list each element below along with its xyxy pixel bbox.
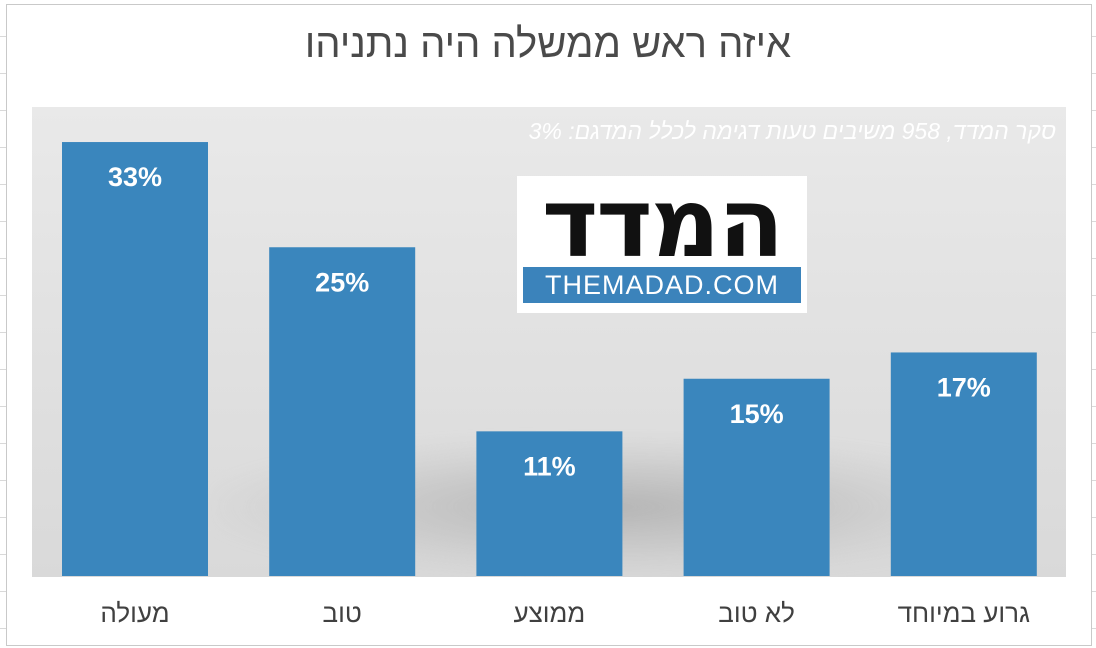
bar-value-label: 11% [523,451,576,481]
themadad-logo: המדד THEMADAD.COM [517,168,807,313]
category-label: גרוע במיוחד [898,598,1030,628]
logo-url: THEMADAD.COM [523,267,801,303]
bar-value-label: 17% [937,372,991,402]
bar-value-label: 33% [108,162,162,192]
category-label: ממוצע [514,598,586,628]
chart-title: איזה ראש ממשלה היה נתניהו [304,22,792,66]
category-label: טוב [323,598,362,628]
bar-1 [62,142,208,577]
bar-3 [476,431,623,576]
category-label: מעולה [100,598,169,628]
bar-2 [269,247,416,576]
bar-5 [890,352,1037,576]
logo-wordmark: המדד [541,167,784,279]
category-label: לא טוב [718,598,795,628]
chart-subtitle: סקר המדד, 958 משיבים טעות דגימה לכלל המד… [528,118,1056,144]
bar-value-label: 25% [315,267,369,297]
bar-value-label: 15% [730,399,784,429]
bar-4 [683,378,830,576]
